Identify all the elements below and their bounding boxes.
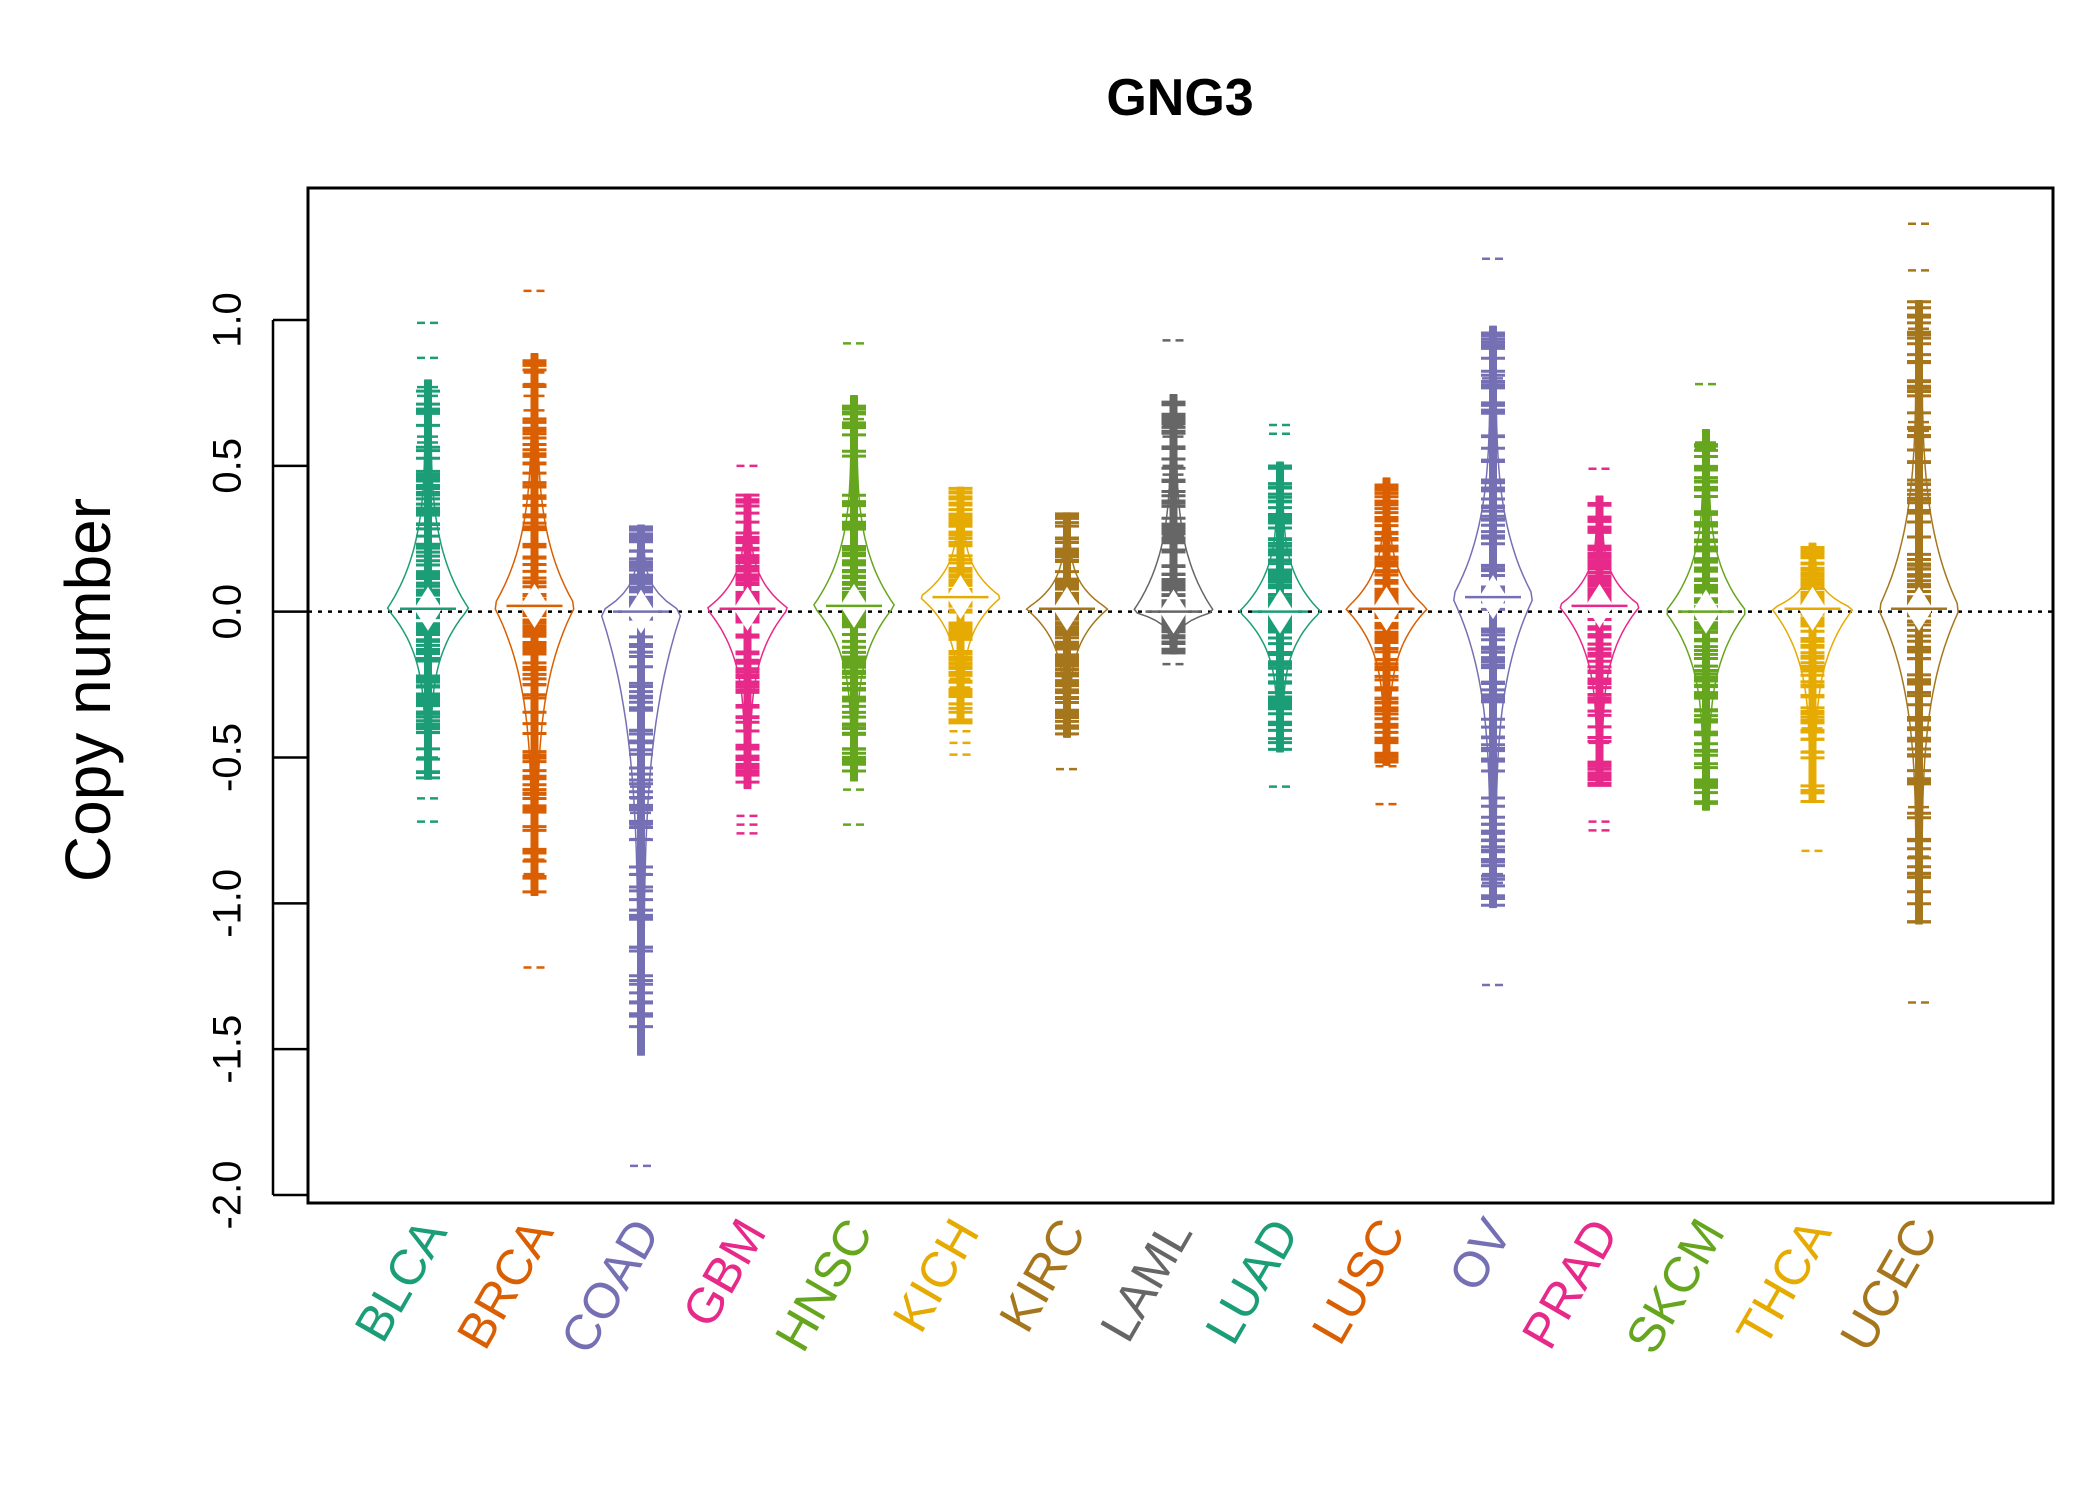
y-tick-label: -1.0	[206, 869, 250, 938]
bean-gbm	[707, 464, 788, 835]
plot-area	[308, 222, 2053, 1168]
y-tick-label: -1.5	[206, 1015, 250, 1084]
bean-blca	[386, 321, 470, 823]
y-tick-label: 0.0	[206, 584, 250, 640]
bean-ov	[1453, 257, 1533, 987]
bean-lusc	[1345, 477, 1428, 806]
bean-kich	[920, 486, 1001, 756]
y-tick-label: -2.0	[206, 1161, 250, 1230]
y-tick-label: 1.0	[206, 292, 250, 348]
bean-brca	[494, 289, 575, 969]
bean-thca	[1771, 542, 1854, 853]
bean-outline	[1025, 512, 1109, 738]
y-tick-label: -0.5	[206, 723, 250, 792]
y-axis: -2.0 -1.5 -1.0 -0.5 0.0 0.5 1.0	[206, 292, 308, 1229]
chart-title: GNG3	[1106, 69, 1253, 127]
bean-ucec	[1879, 222, 1959, 1004]
bean-hnsc	[813, 342, 895, 826]
y-axis-label: Copy number	[52, 498, 124, 882]
plot-frame	[306, 186, 2055, 1205]
bean-coad	[600, 524, 682, 1168]
y-tick-label: 0.5	[206, 438, 250, 494]
bean-prad	[1559, 467, 1640, 832]
bean-laml	[1133, 339, 1214, 666]
bean-skcm	[1666, 382, 1746, 811]
bean-kirc	[1025, 512, 1109, 771]
bean-luad	[1238, 423, 1322, 788]
